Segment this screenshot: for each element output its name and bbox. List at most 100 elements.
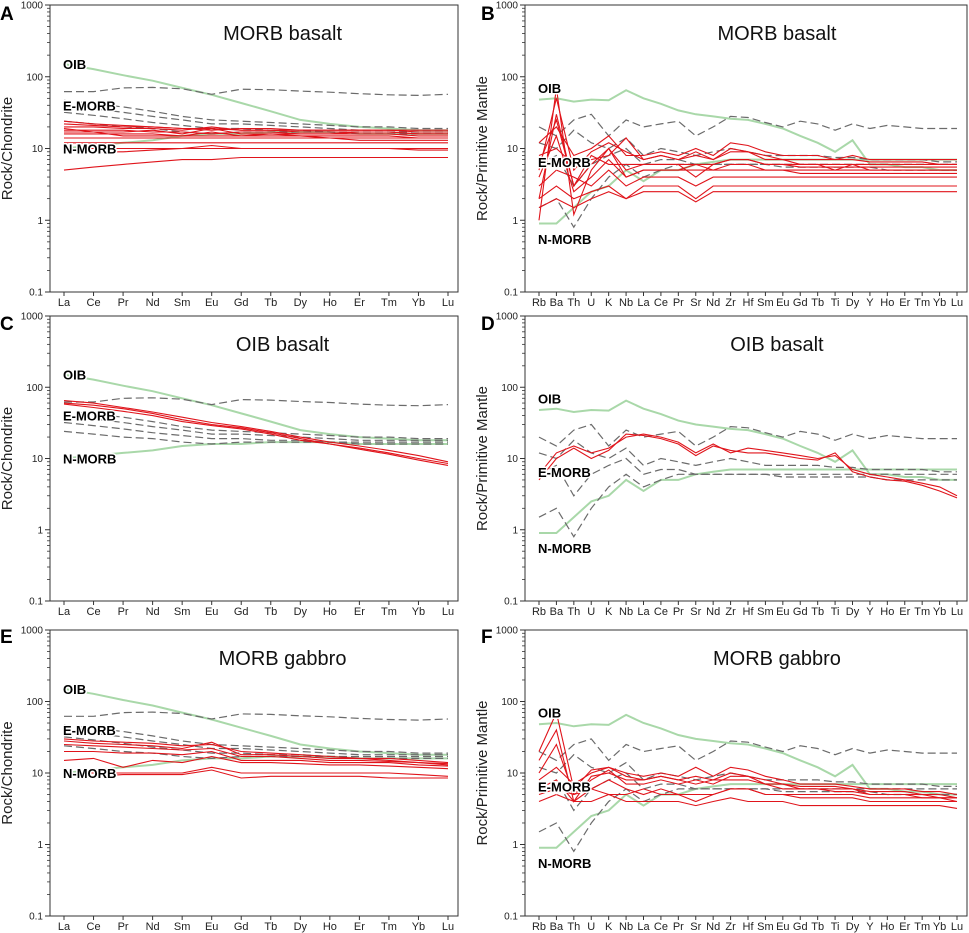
- x-tick-label: Th: [567, 921, 580, 933]
- y-tick-label: 10: [32, 144, 44, 155]
- y-axis-label: Rock/Primitive Mantle: [474, 386, 491, 531]
- reference-line-ref-1: [64, 86, 449, 97]
- y-tick-label: 10: [32, 769, 44, 780]
- reference-line-oib: [63, 687, 448, 756]
- x-tick-label: Y: [866, 297, 874, 309]
- reference-line-ref-3: [63, 415, 448, 441]
- reference-label: N-MORB: [63, 142, 116, 157]
- reference-label: OIB: [538, 81, 561, 96]
- y-tick-label: 100: [26, 72, 43, 83]
- sample-line-sample-6: [64, 766, 449, 777]
- x-tick-label: Sm: [757, 297, 774, 309]
- sample-line-sample-4: [538, 766, 958, 803]
- x-tick-label: Pr: [673, 921, 684, 933]
- x-tick-label: Ba: [550, 606, 564, 618]
- x-tick-label: Lu: [442, 921, 454, 933]
- sample-line-sample-2: [63, 402, 449, 465]
- x-tick-label: La: [58, 921, 71, 933]
- x-tick-label: Dy: [846, 297, 860, 309]
- x-tick-label: Tb: [264, 606, 277, 618]
- sample-line-sample-3: [538, 87, 957, 221]
- reference-line-oib: [538, 713, 957, 796]
- x-tick-label: Ho: [323, 921, 337, 933]
- x-tick-label: Y: [866, 921, 874, 933]
- x-tick-label: Nd: [146, 297, 160, 309]
- x-tick-label: Sm: [757, 606, 774, 618]
- x-tick-label: Nd: [706, 297, 720, 309]
- panel-title: MORB gabbro: [713, 648, 841, 670]
- panel-e: 0.1 1 10 100 1000 La Ce Pr Nd Sm Eu Gd Tb Dy Ho Er Tm Yb L…: [0, 626, 459, 933]
- reference-line-n-morb: [539, 468, 957, 534]
- panel-title: MORB gabbro: [219, 648, 347, 670]
- x-tick-label: U: [587, 606, 595, 618]
- sample-line-sample-11: [64, 131, 448, 139]
- x-tick-label: Sm: [757, 921, 774, 933]
- sample-line-sample-5: [63, 755, 449, 770]
- reference-line-ref-2: [63, 724, 448, 754]
- sample-line-sample-1: [63, 738, 449, 764]
- x-tick-label: Lu: [442, 606, 454, 618]
- y-axis-label: Rock/Chondrite: [0, 407, 16, 510]
- panel-letter: E: [0, 627, 13, 648]
- reference-line-ref-4: [63, 421, 448, 443]
- sample-line-sample-10: [538, 134, 957, 193]
- panel-title: OIB basalt: [236, 334, 330, 356]
- reference-line-ref-2: [63, 99, 448, 130]
- x-tick-label: Th: [567, 297, 580, 309]
- x-tick-label: La: [637, 921, 650, 933]
- x-tick-label: Sr: [690, 921, 701, 933]
- x-tick-label: Ce: [87, 606, 101, 618]
- x-tick-label: Nb: [619, 297, 633, 309]
- x-tick-label: Pr: [118, 921, 129, 933]
- reference-line-oib: [538, 399, 957, 481]
- sample-line-sample-3: [63, 403, 449, 466]
- x-tick-label: Sm: [174, 606, 191, 618]
- x-tick-label: Pr: [673, 297, 684, 309]
- y-tick-label: 10: [507, 144, 519, 155]
- x-tick-label: Ba: [550, 921, 564, 933]
- reference-line-ref-1: [64, 397, 449, 407]
- x-tick-label: La: [58, 297, 71, 309]
- reference-line-ref-4: [63, 736, 448, 758]
- x-tick-label: Er: [354, 297, 365, 309]
- sample-line-sample-6: [538, 185, 957, 200]
- x-tick-label: Eu: [205, 606, 218, 618]
- panel-title: MORB basalt: [717, 23, 836, 45]
- x-tick-label: Eu: [776, 606, 789, 618]
- x-tick-label: Er: [899, 606, 910, 618]
- reference-label: N-MORB: [538, 541, 591, 556]
- x-tick-label: Pr: [673, 606, 684, 618]
- sample-line-sample-9: [538, 118, 957, 188]
- x-tick-label: Er: [354, 606, 365, 618]
- y-tick-label: 0.1: [504, 597, 518, 608]
- y-tick-label: 1000: [21, 626, 44, 637]
- x-tick-label: Eu: [205, 297, 218, 309]
- x-tick-label: Ho: [880, 606, 894, 618]
- reference-line-ref-4: [63, 111, 448, 133]
- x-tick-label: Gd: [234, 606, 249, 618]
- x-tick-label: Ce: [87, 297, 101, 309]
- x-tick-label: Pr: [118, 606, 129, 618]
- x-tick-label: Sm: [174, 297, 191, 309]
- x-tick-label: Sm: [174, 921, 191, 933]
- y-tick-label: 0.1: [29, 288, 43, 299]
- x-tick-label: Tm: [914, 606, 930, 618]
- x-tick-label: Lu: [951, 606, 963, 618]
- x-tick-label: K: [605, 606, 613, 618]
- x-tick-label: Gd: [234, 297, 249, 309]
- y-tick-label: 1000: [496, 312, 519, 323]
- x-tick-label: Dy: [846, 606, 860, 618]
- x-tick-label: K: [605, 297, 613, 309]
- x-tick-label: Tb: [811, 297, 824, 309]
- y-tick-label: 10: [507, 769, 519, 780]
- y-tick-label: 1: [37, 840, 43, 851]
- x-tick-label: Er: [899, 297, 910, 309]
- x-tick-label: Hf: [743, 606, 755, 618]
- x-tick-label: Ho: [323, 297, 337, 309]
- y-axis-label: Rock/Chondrite: [0, 721, 16, 824]
- y-tick-label: 1: [512, 840, 518, 851]
- x-tick-label: Yb: [933, 297, 946, 309]
- sample-line-sample-4: [538, 137, 957, 166]
- x-tick-label: Nd: [706, 921, 720, 933]
- y-tick-label: 10: [507, 454, 519, 465]
